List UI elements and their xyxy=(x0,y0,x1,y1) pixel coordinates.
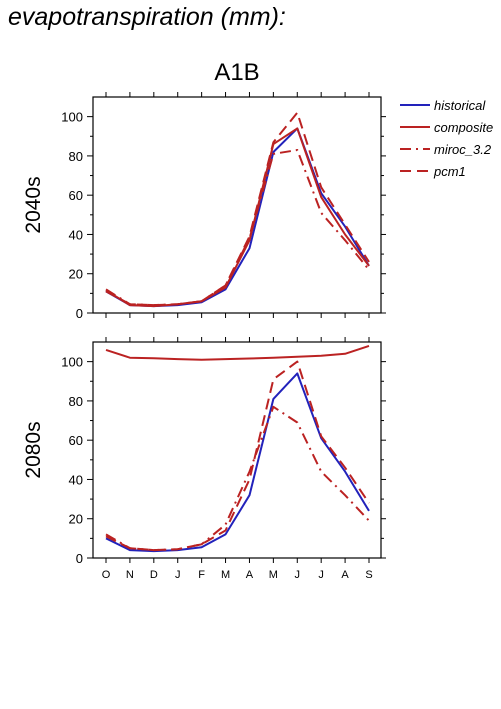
y-tick-label: 80 xyxy=(69,149,83,164)
series-group xyxy=(105,111,370,308)
plot-frame xyxy=(92,96,382,314)
y-axis-label: 2080s xyxy=(22,421,45,478)
x-tick-label: F xyxy=(198,569,205,581)
legend-label: composite xyxy=(434,120,493,135)
x-tick-label: M xyxy=(221,569,230,581)
series-line-pcm1 xyxy=(105,360,370,552)
y-tick-label: 0 xyxy=(76,551,83,566)
y-tick-label: 0 xyxy=(76,306,83,321)
y-tick-label: 20 xyxy=(69,267,83,282)
series-line-miroc-3-2 xyxy=(105,405,370,552)
legend-label: pcm1 xyxy=(433,164,466,179)
x-tick-label: D xyxy=(150,569,158,581)
y-tick-label: 20 xyxy=(69,512,83,527)
x-tick-label: S xyxy=(365,569,372,581)
x-tick-label: J xyxy=(318,569,324,581)
y-tick-label: 60 xyxy=(69,433,83,448)
chart-title: A1B xyxy=(214,59,259,86)
series-line-composite xyxy=(105,127,370,308)
series-line-historical xyxy=(105,372,370,553)
series-group xyxy=(105,344,370,553)
y-tick-label: 80 xyxy=(69,394,83,409)
legend-label: historical xyxy=(434,98,486,113)
x-tick-label: M xyxy=(269,569,278,581)
y-tick-label: 60 xyxy=(69,188,83,203)
y-tick-label: 100 xyxy=(61,355,83,370)
x-tick-label: N xyxy=(126,569,134,581)
y-tick-label: 100 xyxy=(61,110,83,125)
series-line-composite xyxy=(105,344,370,361)
y-tick-label: 40 xyxy=(69,472,83,487)
x-tick-label: J xyxy=(175,569,181,581)
series-line-miroc-3-2 xyxy=(105,149,370,307)
legend-label: miroc_3.2 xyxy=(434,142,492,157)
series-line-pcm1 xyxy=(105,111,370,307)
y-axis-label: 2040s xyxy=(22,176,45,233)
chart-panel-2040s: 0 20 40 60 80 100 2040s A1B xyxy=(22,59,386,321)
chart-panel-2080s: 0 20 40 60 80 100 O N D J F M A M J J A S 2080s xyxy=(22,337,386,581)
x-tick-label: A xyxy=(246,569,254,581)
chart-legend: historical composite miroc_3.2 pcm1 xyxy=(400,98,493,179)
plot-frame xyxy=(92,341,382,559)
series-line-historical xyxy=(105,127,370,308)
x-tick-label: A xyxy=(341,569,349,581)
y-tick-label: 40 xyxy=(69,227,83,242)
page-title: evapotranspiration (mm): xyxy=(8,3,286,31)
x-tick-label: J xyxy=(295,569,301,581)
x-tick-label: O xyxy=(102,569,111,581)
